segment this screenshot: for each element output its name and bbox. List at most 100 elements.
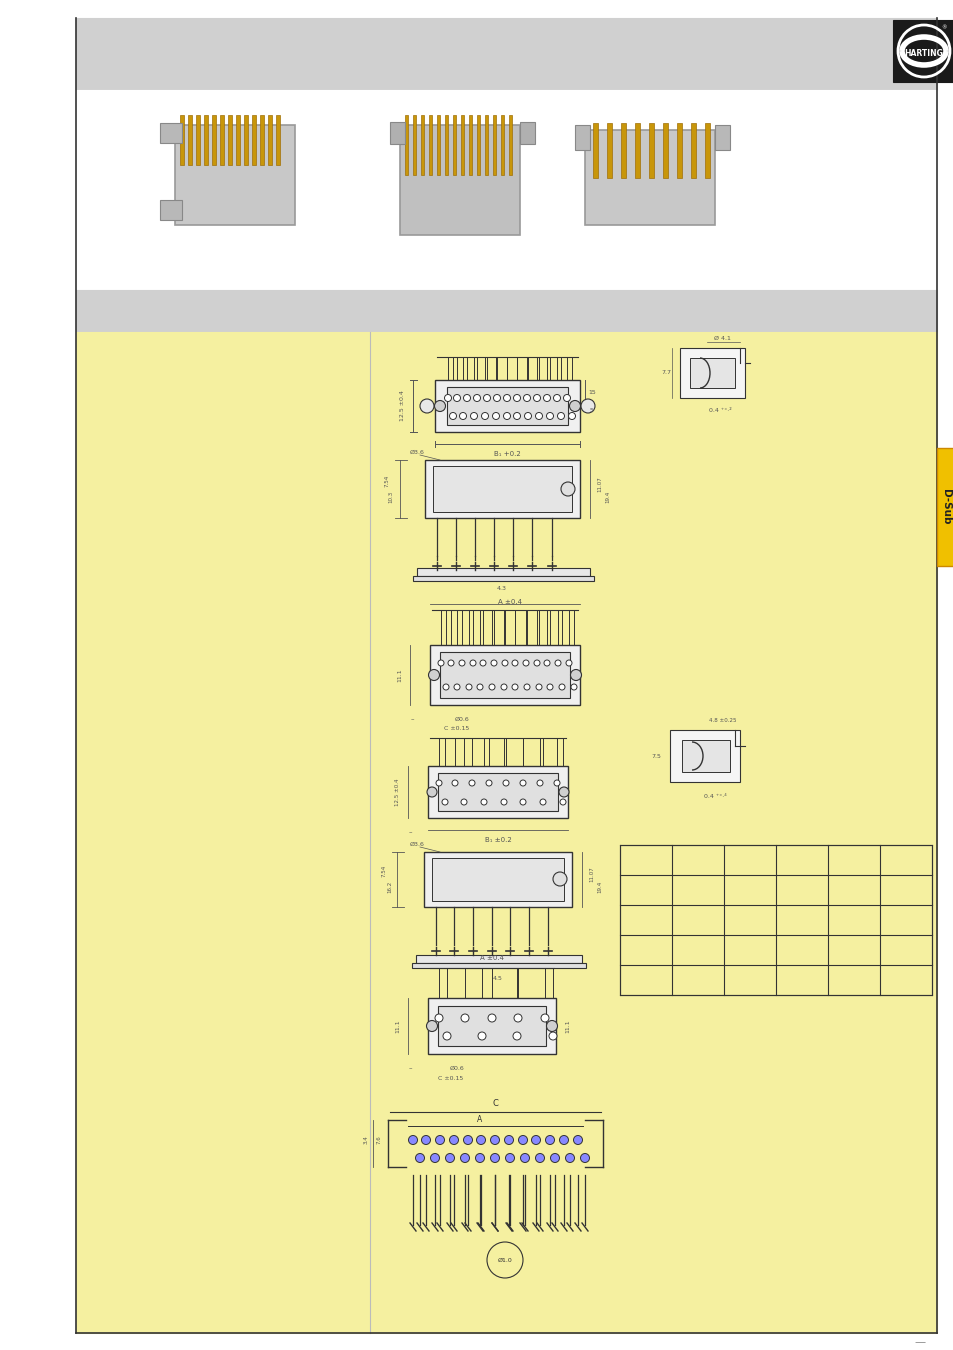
Bar bbox=[275, 115, 280, 165]
Bar bbox=[444, 115, 448, 176]
Text: 7.54: 7.54 bbox=[381, 865, 386, 878]
Text: 3.4: 3.4 bbox=[363, 1135, 368, 1145]
Circle shape bbox=[503, 394, 510, 401]
Circle shape bbox=[546, 413, 553, 420]
Circle shape bbox=[553, 394, 560, 401]
Circle shape bbox=[554, 780, 559, 786]
Circle shape bbox=[444, 394, 451, 401]
Text: 19.4: 19.4 bbox=[597, 882, 602, 894]
Bar bbox=[593, 123, 598, 178]
Circle shape bbox=[445, 1153, 454, 1162]
Circle shape bbox=[475, 1153, 484, 1162]
Bar bbox=[648, 123, 654, 178]
Circle shape bbox=[523, 394, 530, 401]
Circle shape bbox=[437, 660, 443, 666]
Circle shape bbox=[485, 780, 492, 786]
Circle shape bbox=[430, 1153, 439, 1162]
Circle shape bbox=[504, 1135, 513, 1145]
Circle shape bbox=[470, 660, 476, 666]
Bar bbox=[677, 123, 681, 178]
Circle shape bbox=[449, 1135, 458, 1145]
Circle shape bbox=[540, 1014, 548, 1022]
Circle shape bbox=[493, 394, 500, 401]
Circle shape bbox=[490, 1153, 499, 1162]
Text: 11.1: 11.1 bbox=[565, 1019, 570, 1033]
Circle shape bbox=[489, 684, 495, 690]
Text: D-Sub: D-Sub bbox=[940, 489, 950, 525]
Circle shape bbox=[459, 413, 466, 420]
Circle shape bbox=[531, 1135, 540, 1145]
Bar bbox=[405, 115, 408, 176]
Circle shape bbox=[558, 1135, 568, 1145]
Bar bbox=[619, 845, 931, 995]
Circle shape bbox=[546, 1021, 557, 1031]
Text: 10.3: 10.3 bbox=[388, 491, 393, 504]
Bar bbox=[428, 998, 556, 1054]
Text: HARTING: HARTING bbox=[903, 49, 943, 58]
Circle shape bbox=[477, 1031, 485, 1040]
Circle shape bbox=[548, 1031, 557, 1040]
Bar bbox=[428, 765, 567, 818]
Text: 15: 15 bbox=[587, 390, 596, 394]
Circle shape bbox=[441, 799, 448, 805]
Bar bbox=[447, 387, 567, 425]
Circle shape bbox=[460, 1014, 469, 1022]
Bar bbox=[429, 115, 432, 176]
Circle shape bbox=[421, 1135, 430, 1145]
Bar bbox=[679, 348, 744, 398]
Bar bbox=[195, 115, 200, 165]
Bar bbox=[212, 115, 215, 165]
Circle shape bbox=[448, 660, 454, 666]
Bar bbox=[437, 774, 558, 811]
Bar bbox=[460, 115, 464, 176]
Text: C ±0.15: C ±0.15 bbox=[437, 1076, 463, 1081]
Circle shape bbox=[559, 799, 565, 805]
Text: —: — bbox=[914, 1336, 924, 1347]
Circle shape bbox=[568, 413, 575, 420]
Bar bbox=[413, 115, 416, 176]
Text: 11.07: 11.07 bbox=[589, 867, 594, 882]
Text: 5: 5 bbox=[590, 408, 594, 413]
Bar bbox=[439, 652, 569, 698]
Circle shape bbox=[428, 670, 439, 680]
Circle shape bbox=[479, 660, 485, 666]
Bar bbox=[430, 645, 579, 705]
Circle shape bbox=[490, 1135, 499, 1145]
Text: Ø0.6: Ø0.6 bbox=[455, 717, 469, 721]
Circle shape bbox=[501, 660, 507, 666]
Circle shape bbox=[558, 684, 564, 690]
Bar bbox=[160, 123, 182, 143]
Bar bbox=[420, 115, 424, 176]
Circle shape bbox=[550, 1153, 558, 1162]
Bar bbox=[76, 18, 936, 90]
Text: 4.8 ±0.25: 4.8 ±0.25 bbox=[708, 717, 736, 722]
Text: –: – bbox=[408, 1065, 412, 1071]
Bar bbox=[453, 115, 456, 176]
Text: 4.3: 4.3 bbox=[497, 586, 506, 590]
Bar bbox=[160, 200, 182, 220]
Bar bbox=[575, 126, 589, 150]
Circle shape bbox=[427, 787, 436, 796]
Circle shape bbox=[483, 394, 490, 401]
Text: 19.4: 19.4 bbox=[605, 491, 610, 504]
Bar bbox=[469, 115, 472, 176]
Circle shape bbox=[442, 1031, 451, 1040]
Bar bbox=[416, 954, 581, 963]
Circle shape bbox=[500, 684, 506, 690]
Circle shape bbox=[434, 401, 445, 412]
Text: B₁ ±0.2: B₁ ±0.2 bbox=[484, 837, 511, 842]
Bar bbox=[662, 123, 667, 178]
Circle shape bbox=[452, 780, 457, 786]
Circle shape bbox=[523, 684, 530, 690]
Circle shape bbox=[519, 799, 525, 805]
Circle shape bbox=[546, 684, 553, 690]
Circle shape bbox=[453, 394, 460, 401]
Circle shape bbox=[435, 1014, 442, 1022]
Circle shape bbox=[463, 1135, 472, 1145]
Bar bbox=[437, 1006, 545, 1046]
Circle shape bbox=[520, 1153, 529, 1162]
Bar bbox=[484, 115, 488, 176]
Bar bbox=[476, 115, 480, 176]
Circle shape bbox=[565, 1153, 574, 1162]
Text: –: – bbox=[408, 829, 412, 836]
